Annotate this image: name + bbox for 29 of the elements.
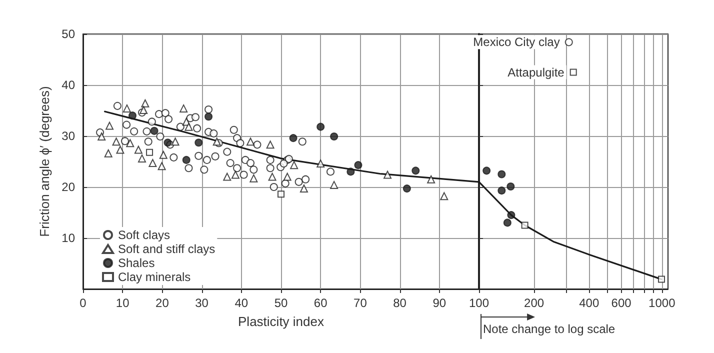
x-tick-label: 0 (80, 296, 87, 310)
x-tick-label: 90 (432, 296, 446, 310)
x-tick-label: 70 (354, 296, 368, 310)
x-tick-label: 600 (611, 296, 632, 310)
y-tick-label: 10 (62, 231, 76, 245)
annotation: Attapulgite (508, 65, 565, 80)
x-tick-label: 50 (274, 296, 288, 310)
x-tick-label: 20 (156, 296, 170, 310)
x-tick-label: 80 (393, 296, 407, 310)
text: Note change to log scale (483, 322, 616, 336)
annotation: Mexico City clay (473, 35, 560, 50)
y-tick-label: 50 (62, 27, 76, 41)
x-tick-label: 10 (116, 296, 130, 310)
legend-label: Shales (118, 256, 155, 270)
x-tick-label: 200 (524, 296, 544, 310)
x-tick-label: 1000 (648, 296, 676, 310)
legend-label: Soft clays (118, 228, 170, 242)
y-tick-label: 30 (62, 129, 76, 143)
y-tick-label: 40 (62, 78, 76, 92)
legend-label: Clay minerals (118, 270, 191, 284)
y-tick-label: 20 (62, 180, 76, 194)
x-tick-label: 30 (195, 296, 209, 310)
x-axis-title: Plasticity index (238, 314, 324, 329)
x-tick-label: 100 (468, 296, 490, 310)
x-tick-label: 400 (579, 296, 600, 310)
y-axis-title: Friction angle ϕ′ (degrees) (36, 86, 52, 237)
legend-label: Soft and stiff clays (118, 242, 216, 256)
x-tick-label: 60 (314, 296, 328, 310)
x-tick-label: 40 (234, 296, 248, 310)
